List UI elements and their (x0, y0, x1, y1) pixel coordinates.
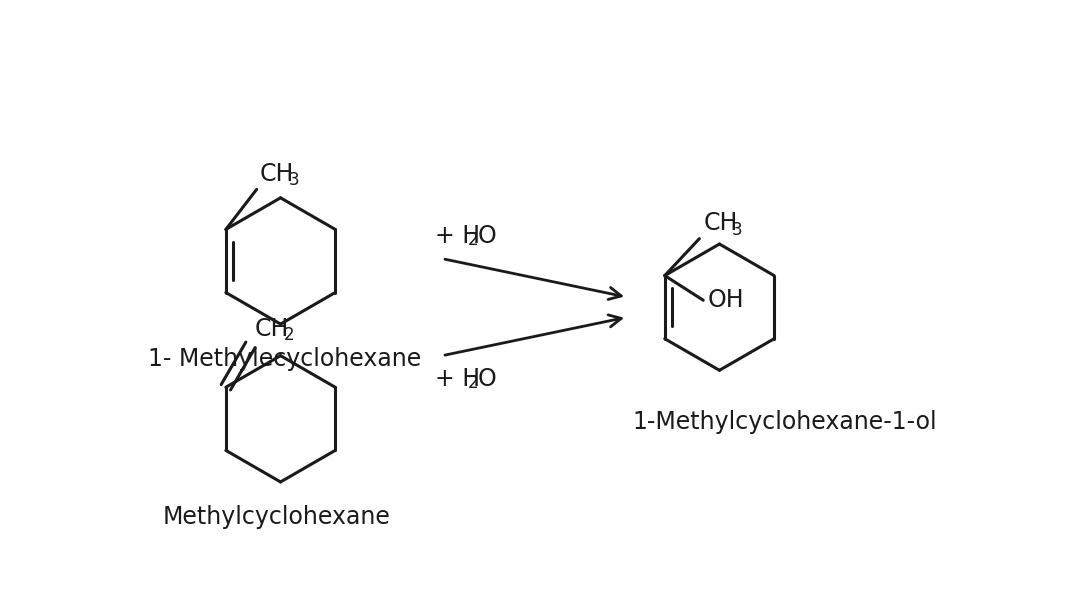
Text: OH: OH (708, 288, 744, 312)
Text: CH: CH (703, 211, 738, 235)
Text: 1- Methylecyclohexane: 1- Methylecyclohexane (147, 347, 421, 371)
Text: O: O (478, 367, 496, 391)
Text: CH: CH (256, 317, 289, 341)
Text: 2: 2 (468, 374, 479, 392)
Text: 3: 3 (732, 220, 742, 239)
Text: 1-Methylcyclohexane-1-ol: 1-Methylcyclohexane-1-ol (632, 410, 937, 434)
Text: 2: 2 (284, 326, 295, 344)
Text: 2: 2 (468, 231, 479, 249)
Text: + H: + H (434, 224, 480, 247)
Text: 3: 3 (288, 171, 299, 189)
Text: + H: + H (434, 367, 480, 391)
Text: O: O (478, 224, 496, 247)
Text: Methylcyclohexane: Methylcyclohexane (162, 505, 391, 529)
Text: CH: CH (260, 161, 295, 186)
